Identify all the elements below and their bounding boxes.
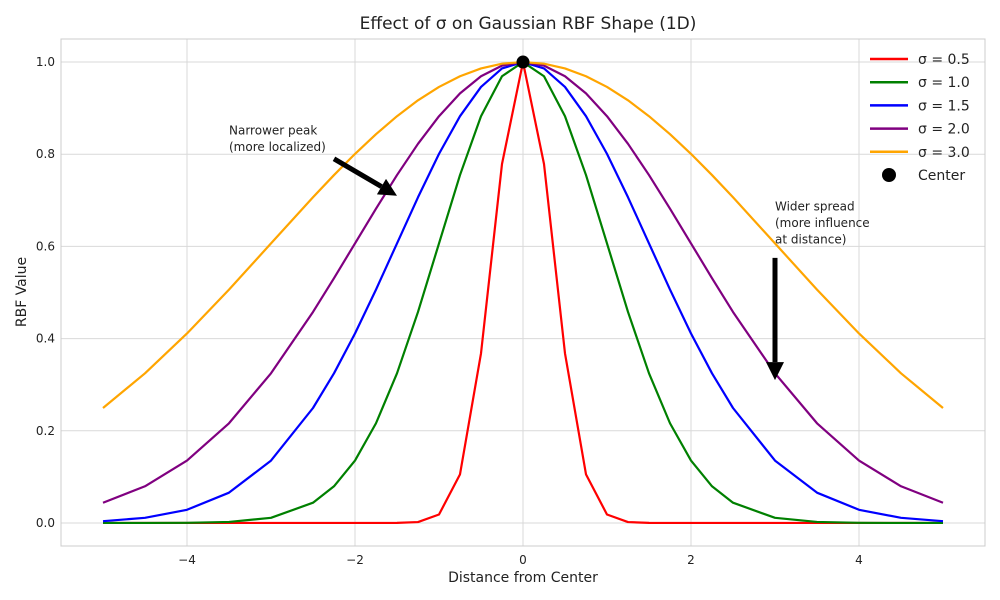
x-tick-label: −2: [346, 553, 364, 567]
grid-lines: [61, 39, 985, 546]
legend-swatch-center: [882, 168, 896, 182]
legend-label-0: σ = 0.5: [918, 52, 970, 68]
x-tick-label: 0: [519, 553, 527, 567]
chart-title: Effect of σ on Gaussian RBF Shape (1D): [360, 14, 697, 34]
y-tick-label: 1.0: [36, 55, 55, 69]
legend-label-3: σ = 2.0: [918, 122, 970, 138]
center-point-marker: [516, 55, 530, 69]
y-tick-label: 0.2: [36, 424, 55, 438]
annotation-0: Narrower peak (more localized): [229, 124, 397, 196]
legend-label-1: σ = 1.0: [918, 75, 970, 91]
x-tick-label: −4: [178, 553, 196, 567]
annotation-text: Narrower peak: [229, 124, 317, 138]
annotations: Narrower peak (more localized) Wider sprea…: [229, 124, 870, 381]
center-markers: [516, 55, 530, 69]
y-tick-label: 0.6: [36, 239, 55, 253]
legend-label-4: σ = 3.0: [918, 145, 970, 161]
y-axis-label: RBF Value: [14, 257, 30, 327]
annotation-arrow-shaft: [332, 156, 383, 189]
annotation-text: (more localized): [229, 140, 326, 154]
annotation-text: Wider spread: [775, 199, 855, 213]
annotation-arrow-head: [766, 362, 784, 381]
x-axis-ticks: −4 −2 0 2 4: [178, 553, 863, 567]
annotation-text: (more influence: [775, 216, 870, 230]
y-axis-ticks: 0.0 0.2 0.4 0.6 0.8 1.0: [36, 55, 55, 530]
legend-label-center: Center: [918, 168, 965, 184]
x-tick-label: 2: [687, 553, 695, 567]
annotation-arrow-head: [376, 178, 397, 196]
x-axis-label: Distance from Center: [448, 570, 598, 586]
annotation-text: at distance): [775, 232, 846, 246]
y-tick-label: 0.8: [36, 147, 55, 161]
annotation-1: Wider spread (more influence at distance): [766, 199, 870, 381]
y-tick-label: 0.4: [36, 332, 55, 346]
legend-label-2: σ = 1.5: [918, 98, 970, 114]
y-tick-label: 0.0: [36, 516, 55, 530]
legend: σ = 0.5 σ = 1.0 σ = 1.5 σ = 2.0 σ = 3.0 Cente…: [870, 52, 970, 184]
x-tick-label: 4: [855, 553, 863, 567]
plot-frame: [60, 38, 986, 547]
